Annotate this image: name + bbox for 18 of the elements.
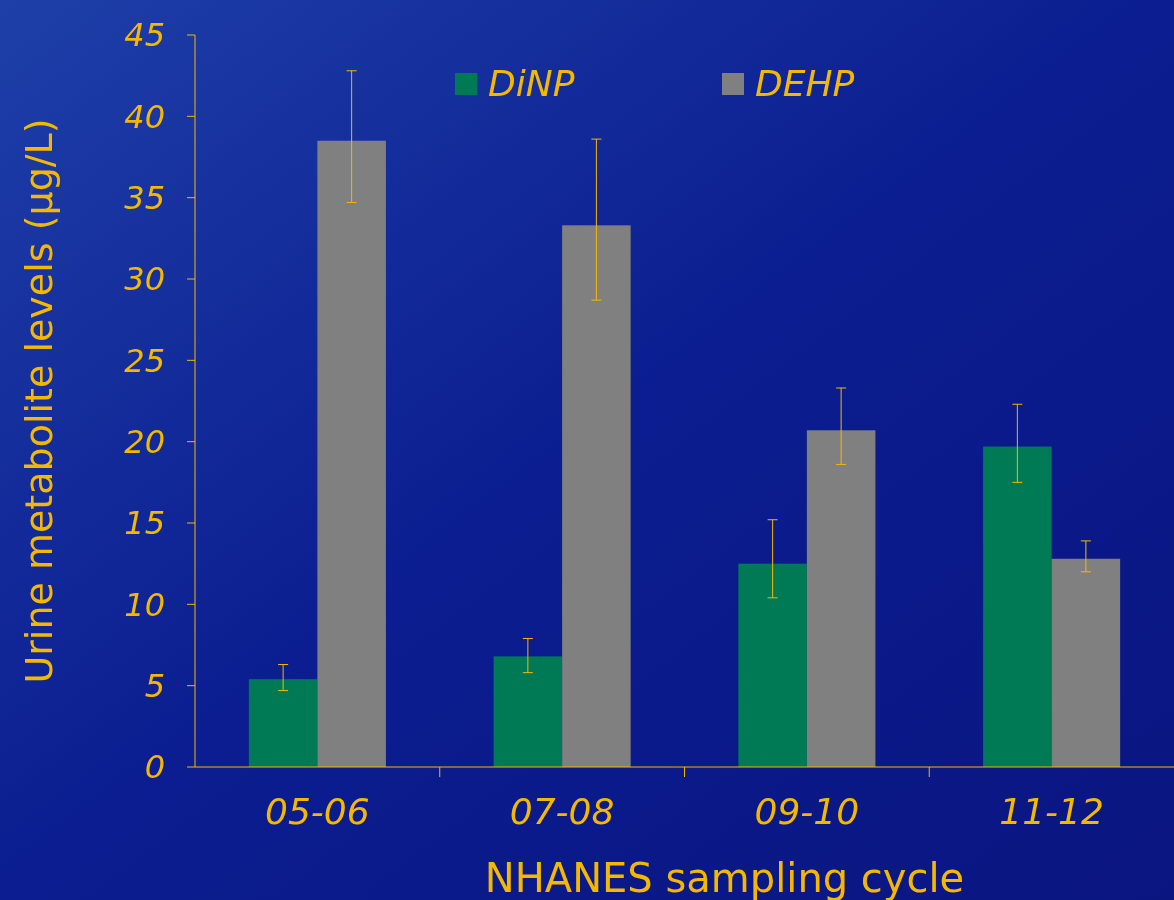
x-tick-label: 07-08 — [509, 791, 615, 832]
y-tick-label: 15 — [124, 504, 165, 543]
x-tick-label: 11-12 — [999, 791, 1104, 832]
y-tick-label: 10 — [124, 585, 165, 624]
legend-label: DEHP — [755, 62, 855, 104]
y-tick-label: 40 — [124, 97, 165, 136]
y-axis-title: Urine metabolite levels (µg/L) — [17, 118, 61, 684]
y-tick-label: 35 — [124, 178, 165, 217]
x-tick-label: 09-10 — [754, 791, 860, 832]
y-tick-label: 5 — [144, 666, 165, 705]
y-tick-label: 0 — [144, 748, 165, 787]
y-tick-label: 45 — [124, 16, 165, 55]
x-axis-title: NHANES sampling cycle — [484, 855, 965, 900]
x-tick-label: 05-06 — [265, 791, 370, 832]
y-tick-label: 25 — [124, 341, 165, 380]
y-tick-label: 20 — [124, 422, 165, 461]
legend-label: DiNP — [488, 62, 575, 104]
y-tick-label: 30 — [124, 260, 165, 299]
